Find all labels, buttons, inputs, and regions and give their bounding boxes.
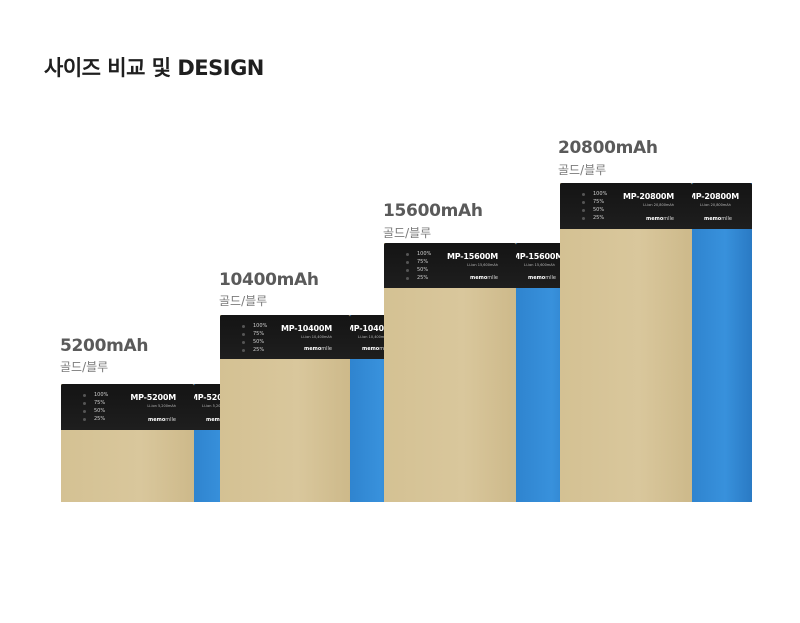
battery-level-text: 75% <box>94 400 106 406</box>
led-dot-icon <box>83 401 86 405</box>
model-name: MP-20800M <box>623 192 674 201</box>
battery-level-indicator: 50% <box>242 339 264 345</box>
led-dot-icon <box>406 276 409 280</box>
led-dot-icon <box>582 208 585 212</box>
battery-level-text: 50% <box>593 207 605 213</box>
led-dot-icon <box>582 200 585 204</box>
battery-level-indicator: 75% <box>242 331 264 337</box>
battery-level-text: 25% <box>593 215 605 221</box>
battery-level-indicator: 100% <box>83 392 108 398</box>
battery-level-indicator: 75% <box>83 400 105 406</box>
capacity-label: 10400mAh <box>219 270 319 290</box>
led-dot-icon <box>83 417 86 421</box>
color-options-label: 골드/블루 <box>219 294 268 308</box>
led-dot-icon <box>242 332 245 336</box>
brand-logo: memomlle <box>148 417 176 423</box>
brand-logo: memomlle <box>304 346 332 352</box>
battery-level-text: 50% <box>253 339 265 345</box>
battery-level-text: 100% <box>417 251 432 257</box>
battery-level-text: 25% <box>253 347 265 353</box>
battery-level-indicator: 75% <box>406 259 428 265</box>
model-name-partial: MP-15600M <box>516 252 563 261</box>
model-name-partial: MP-20800M <box>692 192 739 201</box>
battery-level-text: 75% <box>593 199 605 205</box>
battery-level-indicator: 25% <box>406 275 428 281</box>
battery-spec: Li-ion 20,800mAh <box>643 203 674 207</box>
model-name-partial: MP-5200M <box>194 393 236 402</box>
blue-unit-cap: MP-20800M Li-ion 20,800mAh memomlle <box>692 183 752 229</box>
battery-level-text: 100% <box>253 323 268 329</box>
brand-logo-partial: memomlle <box>704 216 732 222</box>
brand-logo: memomlle <box>470 275 498 281</box>
color-options-label: 골드/블루 <box>383 226 432 240</box>
battery-level-indicator: 100% <box>242 323 267 329</box>
battery-spec-partial: Li-ion 20,800mAh <box>700 203 731 207</box>
battery-level-text: 25% <box>94 416 106 422</box>
color-options-label: 골드/블루 <box>558 163 607 177</box>
battery-level-indicator: 50% <box>582 207 604 213</box>
capacity-label: 15600mAh <box>383 201 483 221</box>
led-dot-icon <box>406 268 409 272</box>
battery-level-indicator: 50% <box>83 408 105 414</box>
led-dot-icon <box>242 348 245 352</box>
battery-level-indicator: 25% <box>242 347 264 353</box>
led-dot-icon <box>83 393 86 397</box>
gold-unit-cap: 100% 75% 50% 25% MP-10400M Li-ion 10,400mAh me… <box>220 315 350 359</box>
led-dot-icon <box>406 252 409 256</box>
battery-spec-partial: Li-ion 15,600mAh <box>524 263 555 267</box>
battery-level-indicator: 100% <box>582 191 607 197</box>
gold-unit-cap: 100% 75% 50% 25% MP-20800M Li-ion 20,800mAh me… <box>560 183 692 229</box>
battery-level-text: 50% <box>417 267 429 273</box>
battery-level-text: 75% <box>253 331 265 337</box>
battery-spec-partial: Li-ion 5,200mAh <box>202 404 231 408</box>
capacity-label: 5200mAh <box>60 336 149 356</box>
battery-spec: Li-ion 15,600mAh <box>467 263 498 267</box>
battery-level-text: 50% <box>94 408 106 414</box>
battery-level-text: 75% <box>417 259 429 265</box>
capacity-label: 20800mAh <box>558 138 658 158</box>
battery-level-text: 25% <box>417 275 429 281</box>
gold-power-bank <box>560 183 692 502</box>
battery-spec: Li-ion 5,200mAh <box>147 404 176 408</box>
battery-spec: Li-ion 10,400mAh <box>301 335 332 339</box>
model-name: MP-5200M <box>130 393 176 402</box>
led-dot-icon <box>242 340 245 344</box>
battery-level-indicator: 25% <box>582 215 604 221</box>
model-name: MP-15600M <box>447 252 498 261</box>
color-options-label: 골드/블루 <box>60 360 109 374</box>
battery-level-indicator: 50% <box>406 267 428 273</box>
model-name: MP-10400M <box>281 324 332 333</box>
model-name-partial: MP-10400M <box>350 324 397 333</box>
led-dot-icon <box>582 192 585 196</box>
led-dot-icon <box>406 260 409 264</box>
brand-logo-partial: memomlle <box>528 275 556 281</box>
blue-power-bank <box>692 183 752 502</box>
battery-level-indicator: 75% <box>582 199 604 205</box>
battery-level-text: 100% <box>593 191 608 197</box>
battery-level-text: 100% <box>94 392 109 398</box>
gold-unit-cap: 100% 75% 50% 25% MP-5200M Li-ion 5,200mAh memo… <box>61 384 194 430</box>
led-dot-icon <box>582 216 585 220</box>
battery-level-indicator: 25% <box>83 416 105 422</box>
gold-unit-cap: 100% 75% 50% 25% MP-15600M Li-ion 15,600mAh me… <box>384 243 516 288</box>
page-title: 사이즈 비교 및 DESIGN <box>44 56 264 80</box>
battery-level-indicator: 100% <box>406 251 431 257</box>
led-dot-icon <box>242 324 245 328</box>
battery-spec-partial: Li-ion 10,400mAh <box>358 335 389 339</box>
brand-logo: memomlle <box>646 216 674 222</box>
led-dot-icon <box>83 409 86 413</box>
